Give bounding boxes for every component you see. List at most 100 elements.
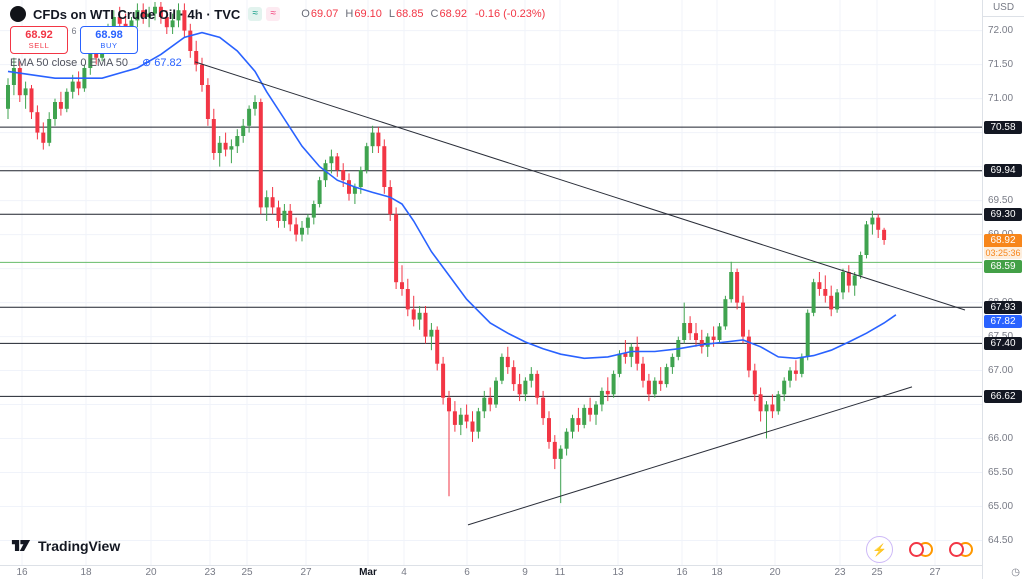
time-tick-label: 23 [204,567,216,578]
candle-up [23,88,28,96]
price-tick-label: 71.00 [988,92,1014,104]
candle-up [599,390,604,405]
candle-down [211,119,216,153]
candle-down [141,10,146,17]
ema-price-badge: 67.82 [984,314,1022,328]
candle-up [217,142,222,153]
sell-label: SELL [28,41,50,50]
candle-down [35,112,40,133]
candle-up [529,373,534,381]
lightning-icon: ⚡ [872,542,887,557]
candle-down [205,85,210,119]
currency-label: USD [983,0,1024,17]
price-axis[interactable]: USD ◷ 72.0071.5071.0069.5069.0068.0067.5… [982,0,1024,579]
buy-button[interactable]: 68.98 BUY [80,26,138,54]
bar-countdown: 03:25:36 [984,246,1022,259]
candle-down [447,397,451,412]
time-axis[interactable]: 16 18 20 23 25 27 Mar 4 6 9 11 13 16 18 20 23 25 27 [0,565,982,579]
candle-down [341,170,346,181]
symbol-logo-icon [10,6,26,22]
candle-down [741,302,745,337]
candle-down [94,51,99,58]
candle-down [441,363,446,398]
candle-up [458,414,463,425]
candle-up [617,353,622,374]
time-tick-label: 18 [80,567,92,578]
candle-down [58,102,63,109]
time-tick-label: 6 [464,567,470,578]
candle-down [335,156,340,170]
candle-up [429,329,434,337]
instant-order-button[interactable]: ⚡ [866,536,893,563]
close-value: 68.92 [439,8,467,20]
candle-down [711,336,716,340]
candle-up [611,373,616,395]
chart-legend: CFDs on WTI Crude Oil · 4h · TVC ≈ ≈ O 69… [10,6,545,22]
candle-up [64,91,69,109]
candle-down [817,282,822,289]
trade-widget: 68.92 SELL 68.98 BUY 6 [10,26,138,54]
candle-down [294,224,299,235]
candle-up [682,323,687,340]
candle-up [652,380,657,395]
price-tick-label: 65.50 [988,466,1014,478]
candle-down [276,207,281,221]
candle-up [723,299,728,327]
candle-down [694,333,698,340]
indicator-legend[interactable]: EMA 50 close 0 EMA 50 ⊕ 67.82 [10,56,182,70]
candle-up [841,272,845,293]
candle-down [376,132,381,147]
candle-down [605,390,610,395]
candle-up [523,380,528,395]
red-ring-icon [908,542,924,557]
broker-rings-button-1[interactable] [908,537,933,562]
low-value: 68.85 [395,8,424,20]
sell-button[interactable]: 68.92 SELL [10,26,68,54]
candle-down [164,17,169,28]
candle-down [746,336,751,371]
candle-up [282,210,287,221]
candle-up [499,356,504,381]
candle-down [223,142,228,150]
tradingview-logo[interactable]: TradingView [10,537,120,554]
candle-down [188,30,193,51]
time-tick-label: 27 [300,567,312,578]
level-price-badge: 67.40 [984,336,1022,350]
candle-up [147,13,152,17]
change-value: -0.16 (-0.23%) [475,8,546,20]
broker-rings-button-2[interactable] [948,537,973,562]
candle-up [70,81,75,92]
candle-up [11,68,16,85]
candle-up [47,119,52,143]
candle-down [41,132,46,143]
symbol-title[interactable]: CFDs on WTI Crude Oil · 4h · TVC [33,6,241,22]
indicator-label[interactable]: EMA 50 close 0 EMA 50 [10,56,129,69]
candle-down [552,441,557,459]
candle-up [664,367,669,385]
candle-down [158,6,163,17]
candle-down [635,346,640,364]
trendline[interactable] [194,61,966,311]
candle-up [241,125,246,136]
candle-down [735,272,740,303]
candle-up [482,397,487,412]
candle-down [758,394,763,412]
time-tick-label: 9 [522,567,528,578]
wave-icon-pink[interactable]: ≈ [266,7,281,21]
price-chart[interactable] [0,0,982,565]
timezone-clock-icon[interactable]: ◷ [1011,567,1020,578]
trendline[interactable] [467,386,913,526]
candle-down [641,363,645,381]
wave-icon-teal[interactable]: ≈ [248,7,263,21]
candle-up [835,292,840,310]
candle-up [358,170,363,187]
sell-price: 68.92 [25,29,53,41]
candle-up [799,356,804,374]
candle-down [288,210,293,225]
high-value: 69.10 [354,8,382,20]
indicator-value: 67.82 [154,56,182,69]
candle-up [111,17,116,28]
candle-up [594,404,598,415]
open-label: O [301,8,310,20]
time-tick-label: 20 [769,567,781,578]
